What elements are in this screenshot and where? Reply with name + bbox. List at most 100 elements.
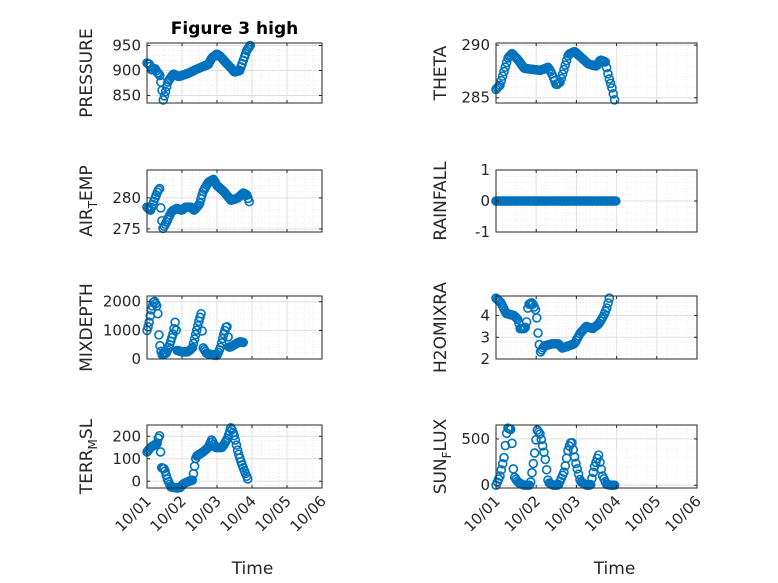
data-point <box>603 298 613 308</box>
data-point <box>601 62 612 73</box>
data-point <box>499 452 509 463</box>
data-point <box>154 330 164 340</box>
y-tick-label: 0 <box>131 350 141 368</box>
y-axis-label: RAINFALL <box>431 161 451 241</box>
data-point <box>521 317 532 327</box>
data-point <box>187 342 198 353</box>
axes-box <box>146 42 323 104</box>
data-point <box>560 60 571 70</box>
y-tick-label: 2 <box>480 350 490 368</box>
series-air_temp <box>142 174 254 234</box>
data-point <box>244 196 254 207</box>
series-sun_flux <box>491 423 620 491</box>
subplot-theta: 285 290 THETA <box>431 36 698 107</box>
data-point <box>153 185 164 195</box>
data-point <box>230 435 241 445</box>
axes-box <box>495 295 698 360</box>
data-point <box>245 40 256 51</box>
data-point <box>153 308 163 319</box>
subplot-mixdepth: 0 1000 2000 MIXDEPTH <box>77 283 323 372</box>
data-point <box>541 464 552 475</box>
data-point <box>159 91 170 101</box>
y-tick-label: 0 <box>480 192 490 210</box>
data-point <box>154 431 165 441</box>
data-point <box>540 454 551 465</box>
y-axis-label: PRESSURE <box>77 28 97 117</box>
data-point <box>191 325 202 335</box>
data-point <box>533 328 543 338</box>
series-theta <box>491 46 620 105</box>
y-axis-label: SUNFLUX <box>431 418 454 494</box>
y-tick-label: 200 <box>112 427 141 445</box>
data-point <box>497 71 508 81</box>
data-point <box>571 458 581 469</box>
data-point <box>512 314 523 325</box>
y-tick-label: 0 <box>480 476 490 494</box>
data-point <box>507 438 517 449</box>
data-point <box>529 448 540 458</box>
data-point <box>500 62 511 72</box>
y-tick-label: 285 <box>461 89 490 107</box>
data-point <box>559 467 569 478</box>
data-point <box>160 86 171 97</box>
data-point <box>197 326 207 336</box>
y-tick-label: 0 <box>131 472 141 490</box>
data-point <box>216 338 227 348</box>
data-point <box>553 78 564 89</box>
y-tick-label: 4 <box>480 307 490 325</box>
data-point <box>229 430 240 441</box>
y-tick-label: 2000 <box>103 293 141 311</box>
data-point <box>155 340 165 351</box>
data-point <box>154 183 165 194</box>
data-point <box>144 317 154 328</box>
data-point <box>171 325 181 335</box>
y-tick-label: 950 <box>112 37 141 55</box>
subplot-rainfall: -1 0 1 RAINFALL <box>431 161 698 241</box>
data-point <box>231 440 242 450</box>
data-point <box>186 343 197 354</box>
data-point <box>531 313 542 323</box>
y-axis-label: H2OMIXRA <box>431 282 451 373</box>
data-point <box>525 477 536 487</box>
data-point <box>559 64 569 75</box>
data-point <box>610 196 621 206</box>
y-tick-label: 3 <box>480 328 490 346</box>
y-tick-label: -1 <box>475 223 490 241</box>
data-point <box>238 337 249 348</box>
data-point <box>603 68 613 79</box>
subplot-pressure: 850 900 950 PRESSURE Figure 3 high <box>77 19 323 118</box>
data-point <box>587 473 597 484</box>
data-point <box>188 338 199 349</box>
data-point <box>496 75 507 86</box>
data-point <box>222 321 232 332</box>
y-tick-label: 290 <box>461 36 490 54</box>
data-point <box>596 464 607 475</box>
data-point <box>604 293 615 303</box>
data-point <box>158 95 169 105</box>
data-point <box>243 474 253 484</box>
data-point <box>602 303 612 313</box>
data-point <box>492 83 503 93</box>
data-point <box>588 467 599 478</box>
x-axis-label: Time <box>593 559 636 579</box>
data-point <box>557 69 568 79</box>
data-point <box>155 447 166 457</box>
data-point <box>536 434 547 445</box>
data-point <box>493 81 504 92</box>
data-point <box>609 95 620 105</box>
data-point <box>608 89 619 99</box>
data-point <box>585 479 596 490</box>
data-point <box>604 74 615 84</box>
data-point <box>196 308 206 319</box>
subplot-air_temp: 275 280 AIRTEMP <box>77 165 323 238</box>
y-tick-label: 850 <box>112 87 141 105</box>
series-terr_msl <box>142 423 253 493</box>
data-point <box>607 83 617 93</box>
y-tick-label: 500 <box>461 430 490 448</box>
y-axis-label: MIXDEPTH <box>77 283 97 372</box>
data-point <box>556 73 567 84</box>
series-h2omixra <box>491 293 615 357</box>
figure-title: Figure 3 high <box>171 19 299 39</box>
y-axis-label: TERRMSL <box>77 418 100 495</box>
